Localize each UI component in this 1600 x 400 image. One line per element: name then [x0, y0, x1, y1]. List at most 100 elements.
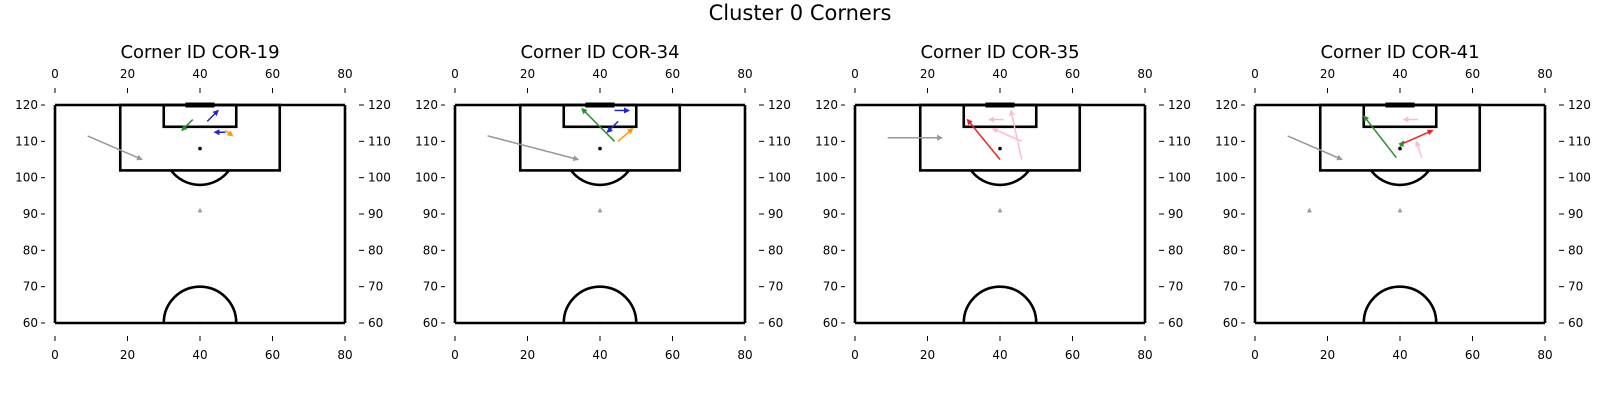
panel-title: Corner ID COR-19 — [120, 42, 279, 63]
x-tick-label-bottom: 60 — [665, 348, 680, 362]
y-tick-label-left: 60 — [823, 316, 838, 330]
y-tick-label-right: 110 — [768, 134, 791, 148]
panel-title: Corner ID COR-41 — [1320, 42, 1479, 63]
x-tick-label-top: 0 — [451, 67, 459, 81]
x-tick-label-bottom: 20 — [1320, 348, 1335, 362]
y-tick-label-left: 110 — [1215, 134, 1238, 148]
x-tick-label-top: 0 — [851, 67, 859, 81]
y-tick-label-left: 70 — [23, 280, 38, 294]
player-marker — [997, 207, 1003, 213]
pitch-markings — [453, 102, 747, 325]
x-tick-label-top: 20 — [1320, 67, 1335, 81]
x-tick-label-bottom: 0 — [51, 348, 59, 362]
x-tick-label-top: 0 — [51, 67, 59, 81]
x-tick-label-top: 40 — [592, 67, 607, 81]
x-tick-label-top: 60 — [265, 67, 280, 81]
y-tick-label-left: 70 — [823, 280, 838, 294]
movement-arrow — [206, 109, 219, 122]
x-tick-label-top: 60 — [665, 67, 680, 81]
centre-spot — [1398, 321, 1402, 325]
x-tick-label-top: 0 — [1251, 67, 1259, 81]
pitch-markings — [53, 102, 347, 325]
y-tick-label-left: 80 — [823, 243, 838, 257]
y-tick-label-right: 60 — [1168, 316, 1183, 330]
six-yard-box — [562, 103, 638, 129]
figure-title: Cluster 0 Corners — [709, 1, 892, 25]
y-tick-label-right: 100 — [1168, 171, 1191, 185]
penalty-box — [918, 103, 1082, 172]
y-tick-label-left: 80 — [423, 243, 438, 257]
y-tick-label-left: 100 — [415, 171, 438, 185]
y-tick-label-right: 90 — [1568, 207, 1583, 221]
y-tick-label-left: 90 — [823, 207, 838, 221]
x-tick-label-bottom: 20 — [920, 348, 935, 362]
y-tick-label-left: 60 — [23, 316, 38, 330]
y-tick-label-left: 120 — [415, 98, 438, 112]
ball-marker — [1398, 146, 1402, 151]
x-tick-label-top: 20 — [920, 67, 935, 81]
y-tick-label-left: 70 — [423, 280, 438, 294]
x-tick-label-bottom: 0 — [851, 348, 859, 362]
chart-panel: Corner ID COR-34 0 0 20 20 40 40 60 60 80 80 60 60 70… — [415, 42, 791, 362]
y-tick-label-right: 100 — [1568, 171, 1591, 185]
centre-circle — [562, 285, 638, 324]
y-tick-label-left: 70 — [1223, 280, 1238, 294]
y-tick-label-left: 100 — [815, 171, 838, 185]
y-tick-label-left: 90 — [423, 207, 438, 221]
movement-arrow — [581, 107, 616, 142]
x-tick-label-bottom: 20 — [520, 348, 535, 362]
x-tick-label-bottom: 0 — [1251, 348, 1259, 362]
movement-arrow — [1415, 140, 1423, 158]
y-tick-label-right: 100 — [768, 171, 791, 185]
x-tick-label-top: 40 — [192, 67, 207, 81]
y-tick-label-left: 100 — [1215, 171, 1238, 185]
panel-title: Corner ID COR-35 — [920, 42, 1079, 63]
y-tick-label-left: 80 — [1223, 243, 1238, 257]
six-yard-box — [1362, 103, 1438, 129]
six-yard-box — [962, 103, 1038, 129]
player-marker — [1306, 207, 1312, 213]
x-tick-label-bottom: 60 — [265, 348, 280, 362]
penalty-box — [518, 103, 682, 172]
y-tick-label-left: 110 — [415, 134, 438, 148]
y-tick-label-right: 70 — [1168, 280, 1183, 294]
y-tick-label-right: 70 — [368, 280, 383, 294]
centre-circle — [162, 285, 238, 324]
penalty-arc — [169, 169, 231, 187]
y-tick-label-right: 70 — [1568, 280, 1583, 294]
y-tick-label-right: 80 — [368, 243, 383, 257]
movement-arrow — [1398, 140, 1405, 148]
y-tick-label-left: 90 — [1223, 207, 1238, 221]
x-tick-label-top: 20 — [520, 67, 535, 81]
pitch-markings — [853, 102, 1147, 325]
x-tick-label-bottom: 40 — [992, 348, 1007, 362]
movement-arrow — [617, 127, 634, 142]
x-tick-label-bottom: 20 — [120, 348, 135, 362]
y-tick-label-left: 120 — [15, 98, 38, 112]
panel-title: Corner ID COR-34 — [520, 42, 679, 63]
player-marker — [197, 207, 203, 213]
movement-arrow — [87, 135, 143, 161]
y-tick-label-right: 90 — [1168, 207, 1183, 221]
movement-arrow — [1403, 129, 1434, 144]
y-tick-label-left: 110 — [815, 134, 838, 148]
x-tick-label-top: 40 — [992, 67, 1007, 81]
x-tick-label-top: 80 — [337, 67, 352, 81]
y-tick-label-right: 120 — [1168, 98, 1191, 112]
x-tick-label-bottom: 80 — [1537, 348, 1552, 362]
panels-container: Corner ID COR-19 0 0 20 20 40 40 60 60 80 80 60 60 70… — [15, 42, 1591, 362]
centre-spot — [598, 321, 602, 325]
y-tick-label-right: 110 — [1568, 134, 1591, 148]
y-tick-label-right: 110 — [368, 134, 391, 148]
y-tick-label-right: 120 — [768, 98, 791, 112]
axes: 0 0 20 20 40 40 60 60 80 80 60 60 70 70 80 80 90 90 100 100… — [15, 67, 391, 362]
movement-arrow — [966, 118, 1001, 160]
chart-panel: Corner ID COR-35 0 0 20 20 40 40 60 60 80 80 60 60 70… — [815, 42, 1191, 362]
centre-spot — [198, 321, 202, 325]
chart-panel: Corner ID COR-41 0 0 20 20 40 40 60 60 80 80 60 60 70… — [1215, 42, 1591, 362]
axes: 0 0 20 20 40 40 60 60 80 80 60 60 70 70 80 80 90 90 100 100… — [415, 67, 791, 362]
x-tick-label-bottom: 40 — [1392, 348, 1407, 362]
x-tick-label-bottom: 80 — [737, 348, 752, 362]
x-tick-label-top: 80 — [1537, 67, 1552, 81]
